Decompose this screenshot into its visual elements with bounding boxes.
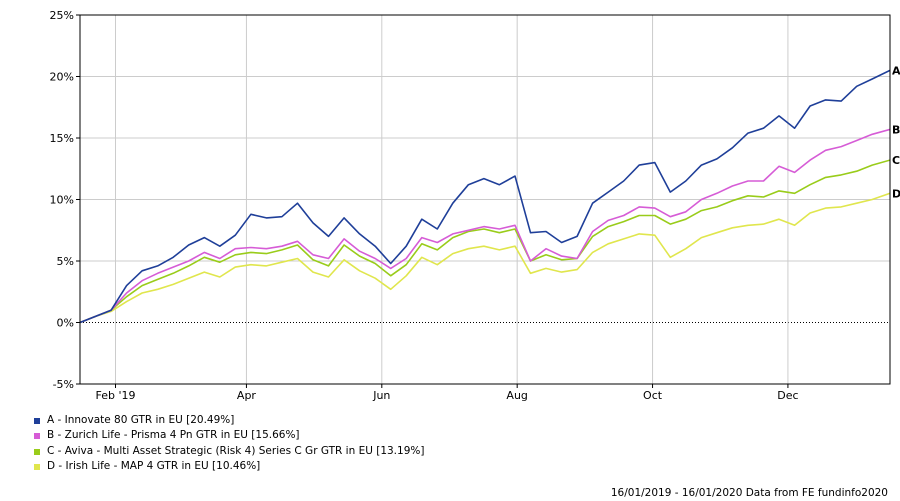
legend-swatch — [34, 448, 40, 455]
legend-item: C - Aviva - Multi Asset Strategic (Risk … — [34, 444, 424, 459]
plot-frame — [79, 14, 891, 385]
legend-swatch — [34, 463, 40, 470]
series-end-label-b: B — [892, 123, 900, 136]
series-lines — [79, 69, 891, 324]
legend-swatch — [34, 417, 40, 424]
legend-item: D - Irish Life - MAP 4 GTR in EU [10.46%… — [34, 459, 424, 474]
legend-item: A - Innovate 80 GTR in EU [20.49%] — [34, 413, 424, 428]
y-tick-label: 0% — [57, 317, 74, 330]
series-end-label-c: C — [892, 154, 900, 167]
series-line-d — [79, 192, 891, 324]
line-chart: -5% 0% 5% 10% 15% 20% 25% Feb '19 Apr Jun Aug Oct D… — [50, 9, 900, 402]
legend-item: B - Zurich Life - Prisma 4 Pn GTR in EU … — [34, 428, 424, 443]
legend-label: C - Aviva - Multi Asset Strategic (Risk … — [47, 444, 425, 457]
series-end-label-a: A — [892, 64, 900, 77]
legend-swatch — [34, 433, 40, 440]
series-end-labels: A B C D — [892, 64, 900, 200]
x-tick-label: Feb '19 — [96, 389, 136, 402]
legend: A - Innovate 80 GTR in EU [20.49%] B - Zu… — [34, 413, 424, 475]
x-tick-label: Apr — [237, 389, 257, 402]
x-tick-label: Oct — [643, 389, 663, 402]
legend-label: A - Innovate 80 GTR in EU [20.49%] — [47, 414, 235, 426]
x-tick-label: Aug — [506, 389, 527, 402]
y-tick-label: 5% — [57, 255, 74, 268]
legend-label: D - Irish Life - MAP 4 GTR in EU [10.46%… — [47, 460, 261, 473]
series-line-b — [79, 128, 891, 324]
x-tick-label: Jun — [372, 389, 390, 402]
y-tick-label: 15% — [50, 132, 74, 145]
y-tick-label: 25% — [50, 9, 74, 22]
y-tick-label: -5% — [53, 378, 74, 391]
source-footer: 16/01/2019 - 16/01/2020 Data from FE fun… — [610, 487, 888, 499]
series-line-c — [79, 159, 891, 324]
series-end-label-d: D — [892, 187, 900, 200]
y-tick-label: 20% — [50, 71, 74, 84]
legend-label: B - Zurich Life - Prisma 4 Pn GTR in EU … — [47, 429, 300, 442]
x-axis-ticks: Feb '19 Apr Jun Aug Oct Dec — [96, 384, 799, 402]
x-tick-label: Dec — [777, 389, 798, 402]
series-line-a — [79, 69, 891, 324]
y-axis-ticks: -5% 0% 5% 10% 15% 20% 25% — [50, 9, 80, 391]
grid-lines — [80, 14, 890, 385]
y-tick-label: 10% — [50, 194, 74, 207]
